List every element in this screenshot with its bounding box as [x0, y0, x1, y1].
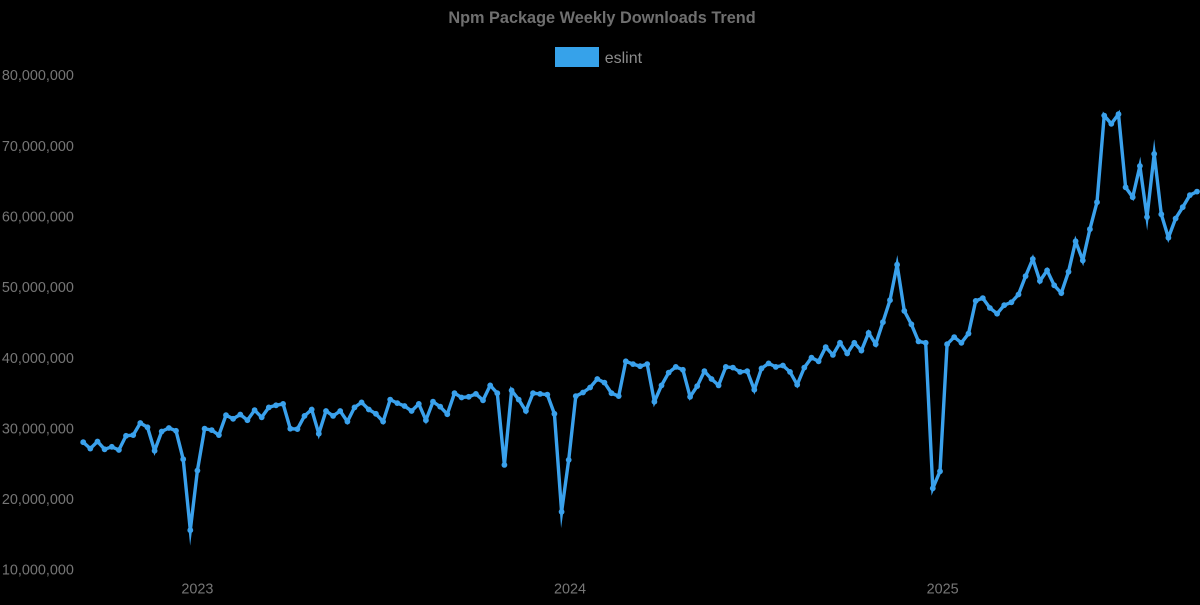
svg-text:80,000,000: 80,000,000 [2, 68, 74, 84]
svg-text:20,000,000: 20,000,000 [2, 492, 74, 508]
svg-text:70,000,000: 70,000,000 [2, 139, 74, 155]
svg-text:10,000,000: 10,000,000 [2, 563, 74, 579]
svg-text:2025: 2025 [927, 582, 959, 598]
svg-text:eslint: eslint [605, 50, 643, 67]
svg-text:Npm Package Weekly Downloads T: Npm Package Weekly Downloads Trend [448, 9, 755, 27]
svg-text:2023: 2023 [181, 582, 213, 598]
svg-text:50,000,000: 50,000,000 [2, 280, 74, 296]
svg-text:2024: 2024 [554, 582, 586, 598]
svg-text:60,000,000: 60,000,000 [2, 210, 74, 226]
svg-text:30,000,000: 30,000,000 [2, 421, 74, 437]
svg-text:40,000,000: 40,000,000 [2, 351, 74, 367]
